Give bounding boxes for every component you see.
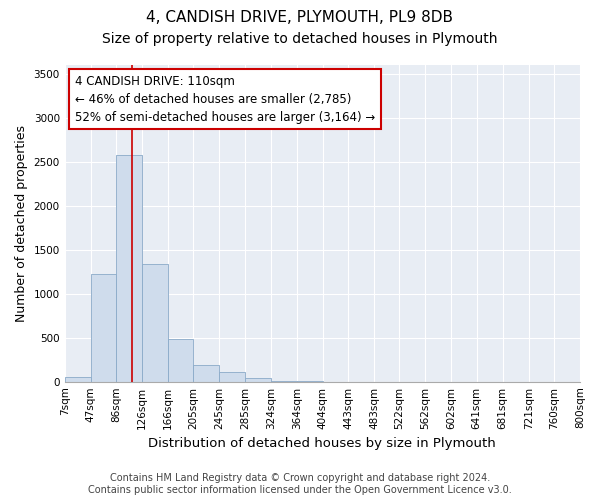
Bar — [220, 372, 245, 382]
Bar — [142, 264, 168, 382]
Bar — [168, 338, 193, 382]
Text: Contains HM Land Registry data © Crown copyright and database right 2024.
Contai: Contains HM Land Registry data © Crown c… — [88, 474, 512, 495]
X-axis label: Distribution of detached houses by size in Plymouth: Distribution of detached houses by size … — [148, 437, 496, 450]
Text: 4 CANDISH DRIVE: 110sqm
← 46% of detached houses are smaller (2,785)
52% of semi: 4 CANDISH DRIVE: 110sqm ← 46% of detache… — [75, 74, 375, 124]
Text: Size of property relative to detached houses in Plymouth: Size of property relative to detached ho… — [102, 32, 498, 46]
Bar — [245, 378, 271, 382]
Bar — [91, 274, 116, 382]
Text: 4, CANDISH DRIVE, PLYMOUTH, PL9 8DB: 4, CANDISH DRIVE, PLYMOUTH, PL9 8DB — [146, 10, 454, 25]
Bar — [271, 381, 296, 382]
Y-axis label: Number of detached properties: Number of detached properties — [15, 125, 28, 322]
Bar — [65, 378, 91, 382]
Bar — [193, 364, 220, 382]
Bar — [116, 154, 142, 382]
